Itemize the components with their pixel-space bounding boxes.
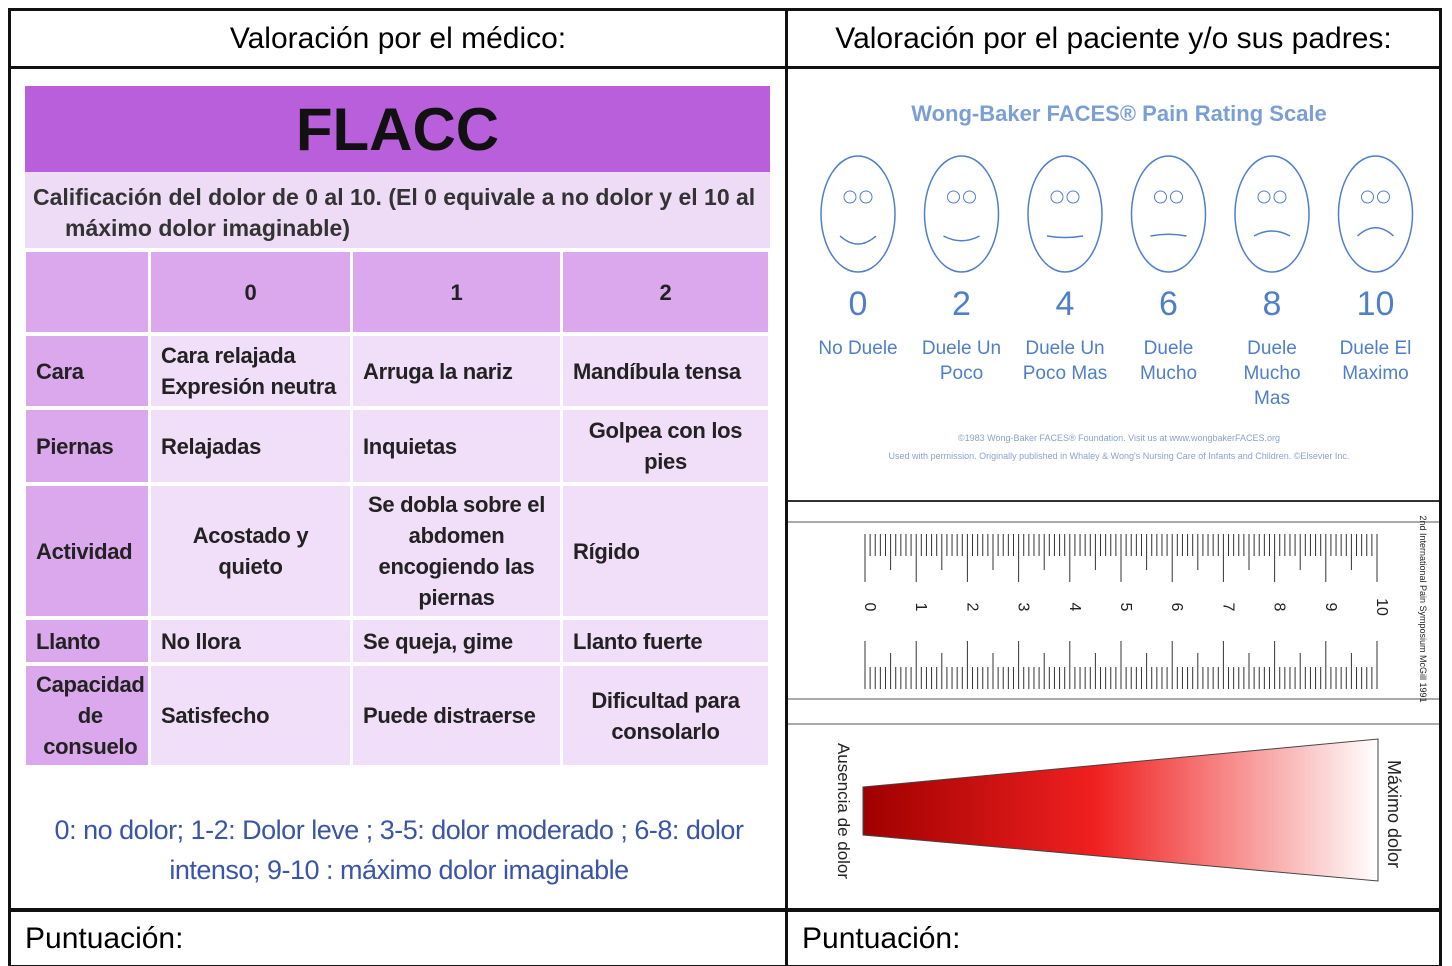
row-header: Cara xyxy=(26,336,148,406)
ruler-note: 2nd International Pain Symposium McGill … xyxy=(1418,515,1428,702)
faces-credit: Used with permission. Originally publish… xyxy=(889,451,1350,461)
left-header: Valoración por el médico: xyxy=(229,21,567,55)
face-eye xyxy=(1257,190,1271,204)
ruler-label: 3 xyxy=(1015,603,1032,612)
face xyxy=(1234,155,1310,273)
face xyxy=(820,155,896,273)
table-cell: Se dobla sobre el abdomen encogiendo las… xyxy=(353,486,560,616)
face-eye xyxy=(947,190,960,204)
face-mouth xyxy=(1253,230,1291,237)
row-header: Llanto xyxy=(26,620,148,662)
face-mouth xyxy=(1356,227,1395,237)
face-mouth xyxy=(943,235,980,242)
table-cell: Golpea con los pies xyxy=(563,410,768,482)
gradient-high: Máximo dolor xyxy=(1384,760,1404,868)
face-eye xyxy=(1170,190,1183,204)
faces-title: Wong-Baker FACES® Pain Rating Scale xyxy=(911,101,1327,126)
column-header: 1 xyxy=(353,252,560,332)
face-label: Duele Un Poco Mas xyxy=(1023,338,1107,384)
right-footer: Puntuación: xyxy=(802,922,961,955)
face xyxy=(1337,155,1414,273)
row-header: Actividad xyxy=(26,486,148,616)
table-cell: Cara relajada Expresión neutra xyxy=(151,336,350,406)
divider xyxy=(8,66,1442,69)
face xyxy=(1130,155,1207,273)
table-cell: Puede distraerse xyxy=(353,666,560,765)
ruler-label: 8 xyxy=(1271,603,1288,612)
left-footer: Puntuación: xyxy=(25,922,184,955)
flacc-title: FLACC xyxy=(25,86,770,172)
face-score: 6 xyxy=(1159,285,1178,323)
face-eye xyxy=(859,190,873,204)
table-cell: Mandíbula tensa xyxy=(563,336,768,406)
column-header: 0 xyxy=(151,252,350,332)
face-score: 2 xyxy=(952,285,971,323)
ruler-label: 2 xyxy=(963,603,980,612)
row-header: Capacidad de consuelo xyxy=(26,666,148,765)
ruler-label: 5 xyxy=(1117,603,1134,612)
ruler-label: 1 xyxy=(912,603,929,612)
flacc-note: 0: no dolor; 1-2: Dolor leve ; 3-5: dolo… xyxy=(54,815,744,885)
divider xyxy=(785,8,788,966)
table-cell: Arruga la nariz xyxy=(353,336,560,406)
face xyxy=(1027,155,1103,273)
face-score: 8 xyxy=(1263,285,1282,323)
face-eye xyxy=(1050,190,1064,204)
table-cell: Llanto fuerte xyxy=(563,620,768,662)
face-label: Duele Mucho Mas xyxy=(1243,338,1300,409)
face-eye xyxy=(1154,190,1167,204)
face-eye xyxy=(1377,190,1390,204)
table-cell: Rígido xyxy=(563,486,768,616)
table-cell: Se queja, gime xyxy=(353,620,560,662)
face-score: 0 xyxy=(849,285,868,323)
face-eye xyxy=(843,190,857,204)
face-eye xyxy=(963,190,976,204)
table-cell: Acostado y quieto xyxy=(151,486,350,616)
ruler-label: 9 xyxy=(1322,603,1339,612)
face-label: Duele Un Poco xyxy=(922,338,1001,384)
face-label: Duele El Maximo xyxy=(1340,338,1412,384)
table-cell: Inquietas xyxy=(353,410,560,482)
face-eye xyxy=(1066,190,1080,204)
right-panel: Wong-Baker FACES® Pain Rating Scale 0 No D… xyxy=(788,101,1439,882)
column-header: 2 xyxy=(563,252,768,332)
ruler-label: 6 xyxy=(1168,603,1185,612)
face-mouth xyxy=(1046,235,1084,239)
face-mouth xyxy=(1150,233,1187,237)
flacc-subtitle: Calificación del dolor de 0 al 10. (El 0… xyxy=(25,172,770,248)
right-header: Valoración por el paciente y/o sus padre… xyxy=(835,21,1392,55)
face-label: Duele Mucho xyxy=(1140,338,1197,384)
row-header: Piernas xyxy=(26,410,148,482)
pain-gradient xyxy=(862,738,1379,882)
face-score: 10 xyxy=(1357,285,1395,323)
table-cell: No llora xyxy=(151,620,350,662)
face-mouth xyxy=(839,235,877,245)
ruler-label: 10 xyxy=(1373,598,1390,616)
table-cell: Dificultad para consolarlo xyxy=(563,666,768,765)
ruler-label: 0 xyxy=(861,603,878,612)
faces-credit: ©1983 Wong-Baker FACES® Foundation. Visi… xyxy=(958,433,1280,443)
ruler-label: 7 xyxy=(1219,603,1236,612)
table-cell: Satisfecho xyxy=(151,666,350,765)
face xyxy=(923,155,1000,273)
ruler-label: 4 xyxy=(1066,603,1083,612)
table-corner xyxy=(26,252,148,332)
divider xyxy=(8,908,1442,912)
face-eye xyxy=(1273,190,1287,204)
face-score: 4 xyxy=(1056,285,1075,323)
table-cell: Relajadas xyxy=(151,410,350,482)
face-label: No Duele xyxy=(818,338,897,359)
face-eye xyxy=(1361,190,1374,204)
gradient-low: Ausencia de dolor xyxy=(834,743,853,879)
